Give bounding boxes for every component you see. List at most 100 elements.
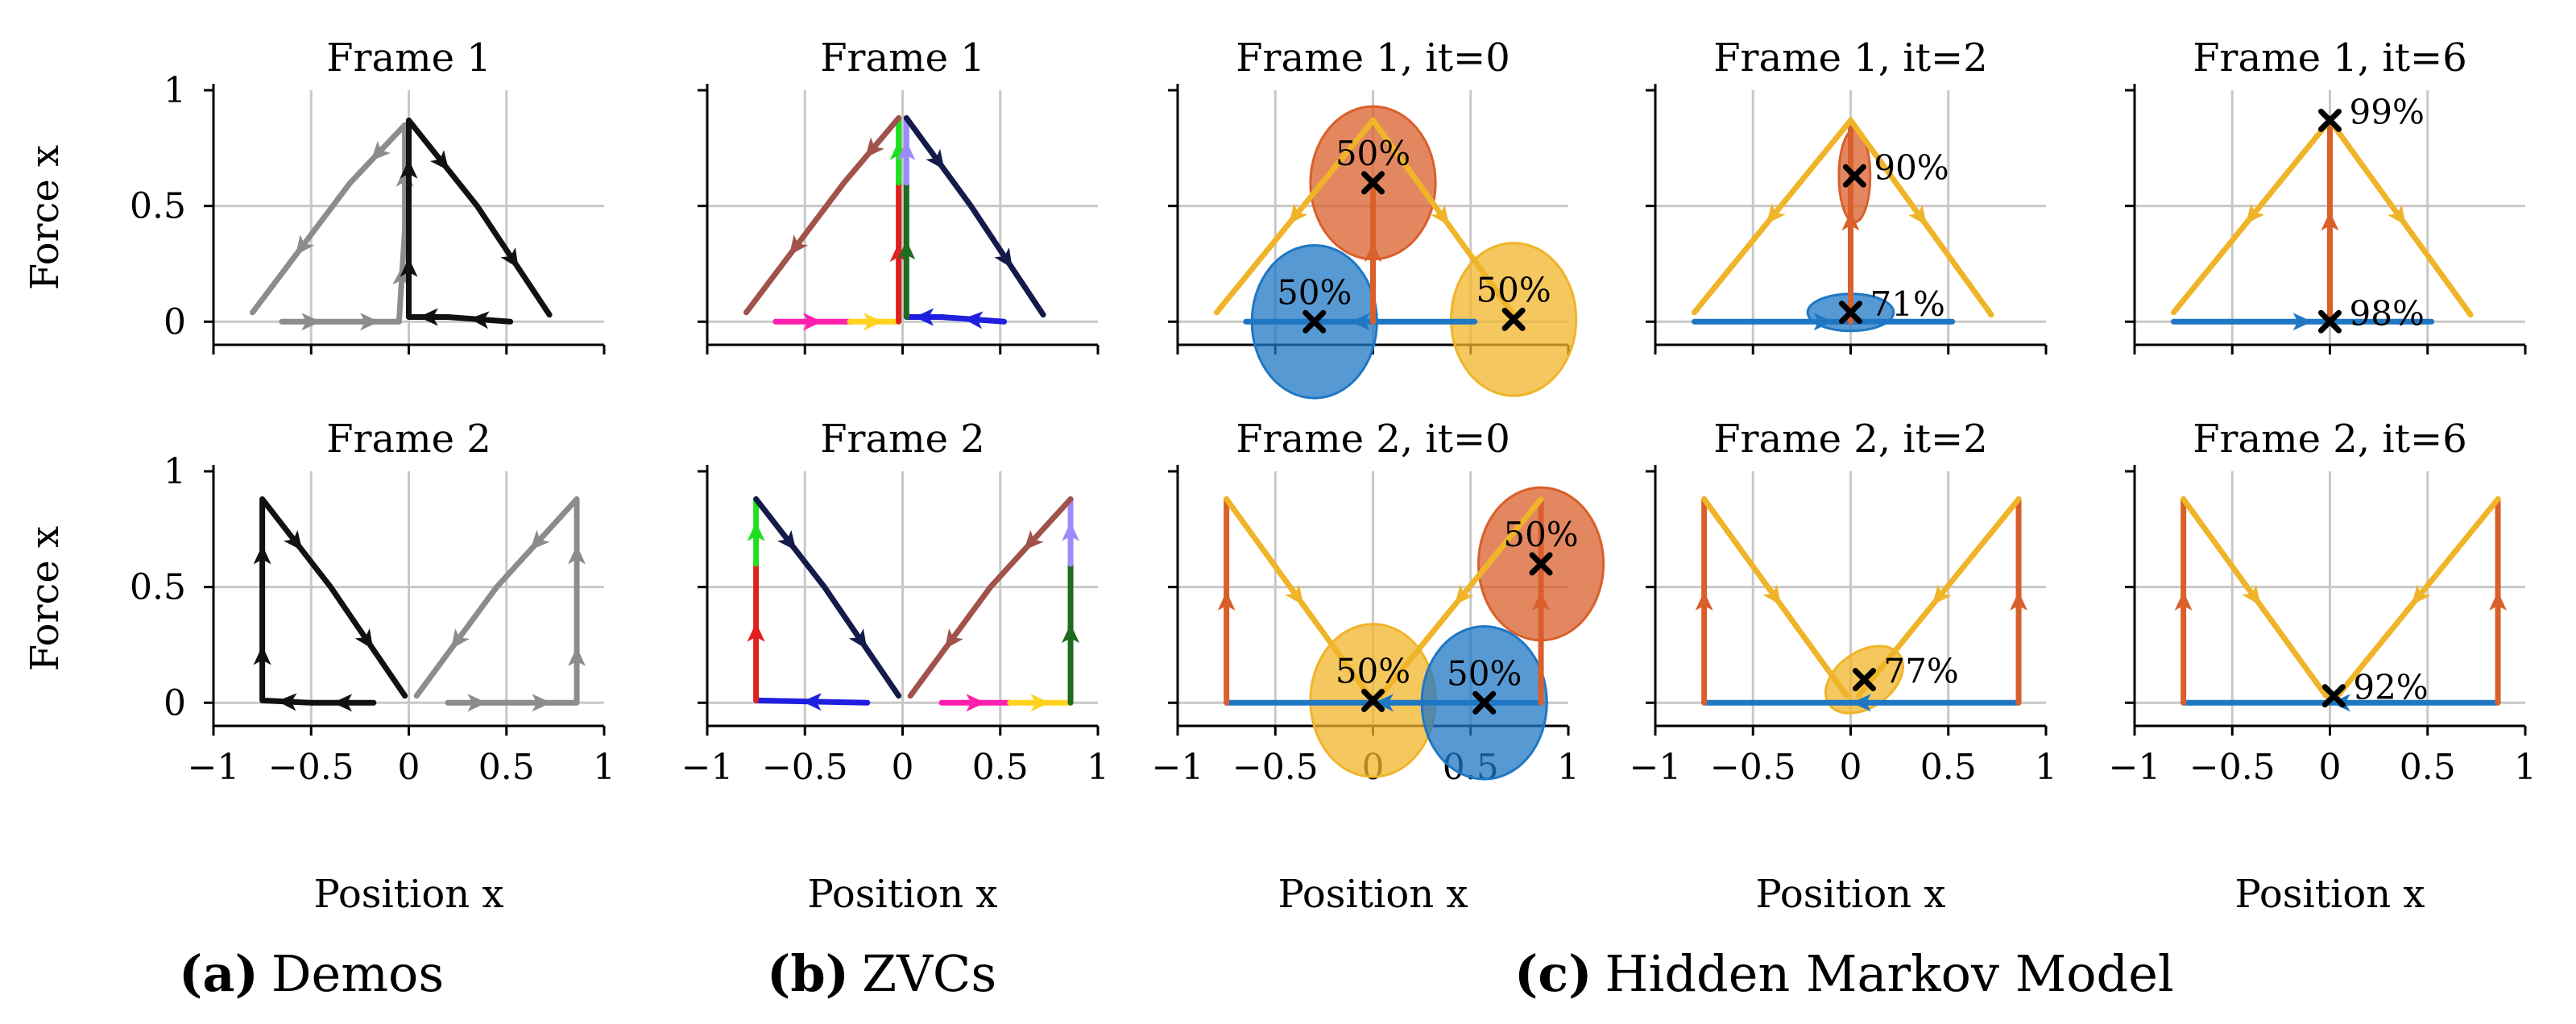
arrow-yellow-left — [1766, 203, 1786, 224]
mean-marker — [2318, 108, 2342, 132]
x-tick-label: −0.5 — [2189, 747, 2276, 788]
panel-c-1-5: Frame 1, it=2 71% 90% — [1646, 35, 2048, 354]
component-percent: 71% — [1870, 284, 1945, 324]
x-axis-label: Position x — [807, 872, 997, 917]
component-percent: 98% — [2350, 293, 2425, 333]
series-navy — [753, 495, 902, 699]
series-brown — [743, 114, 902, 316]
arrow-lime — [747, 521, 765, 541]
arrow-green — [1062, 624, 1080, 644]
mean-marker — [1472, 690, 1497, 715]
x-tick-label: 0 — [892, 747, 914, 788]
caption-b-label: (b) — [767, 944, 849, 1003]
arrow-blue — [2292, 313, 2313, 331]
arrow-yellow-left — [1288, 203, 1308, 224]
arrow-brown — [864, 137, 884, 158]
arrow-black-demo — [429, 150, 449, 171]
arrow-orange-left — [2174, 591, 2193, 611]
panel-c-2-9: −1 −0.5 0 0.5 1 Frame 2, it=6 Position x 92% — [2109, 417, 2537, 917]
arrow-gray-demo — [568, 646, 586, 666]
arrow-black-demo — [400, 159, 418, 179]
panel-c-2-8: −1 −0.5 0 0.5 1 Frame 2, it=2 Position x 77% — [1630, 417, 2057, 917]
x-tick-label: −0.5 — [762, 747, 848, 788]
arrow-yellow-right — [1455, 584, 1474, 605]
arrow-orange-left — [1695, 591, 1713, 611]
caption-a-text: Demos — [271, 944, 444, 1003]
x-tick-label: −1 — [188, 747, 240, 788]
panel-title: Frame 2, it=0 — [1236, 417, 1510, 462]
arrow-blue — [914, 308, 934, 326]
panel-title: Frame 1, it=0 — [1236, 35, 1510, 81]
panel-title: Frame 2 — [326, 417, 491, 462]
arrow-red — [889, 243, 908, 263]
y-tick-label: 0.5 — [130, 567, 186, 608]
arrow-blue — [1851, 694, 1871, 712]
panel-b-2-3: −1 −0.5 0 0.5 1 Frame 2 Position x — [681, 417, 1109, 917]
y-tick-label: 0 — [164, 682, 186, 723]
arrow-black-demo — [354, 628, 374, 650]
arrow-gold — [1030, 694, 1050, 712]
panel-title: Frame 2, it=6 — [2193, 417, 2467, 462]
panel-a-2-1: −1 −0.5 0 0.5 1 0 0.5 1 Frame 2 Position x Force x — [23, 417, 615, 917]
x-tick-label: 0.5 — [972, 747, 1029, 788]
arrow-gray-demo — [568, 545, 586, 565]
x-tick-label: −1 — [2109, 747, 2161, 788]
x-tick-label: −0.5 — [268, 747, 354, 788]
arrow-black-demo — [469, 311, 490, 330]
y-tick-label: 1 — [164, 70, 186, 111]
y-axis-label: Force x — [23, 145, 68, 290]
x-axis-label: Position x — [1278, 872, 1468, 917]
arrow-blue — [1813, 313, 1833, 331]
mean-marker — [2321, 684, 2346, 708]
arrow-yellow-right — [1907, 204, 1927, 226]
y-tick-label: 0.5 — [130, 186, 186, 227]
x-tick-label: 0.5 — [1920, 747, 1977, 788]
x-tick-label: 0 — [2319, 747, 2342, 788]
panel-b-1-2: Frame 1 — [698, 35, 1100, 354]
mean-marker — [1361, 171, 1385, 195]
arrow-black-demo — [333, 694, 353, 712]
arrow-blue — [963, 311, 984, 330]
x-tick-label: −1 — [1630, 747, 1682, 788]
component-percent: 50% — [1277, 272, 1352, 312]
y-tick-label: 1 — [164, 451, 186, 492]
caption-a-label: (a) — [179, 944, 259, 1003]
arrow-orange-right — [1532, 591, 1551, 611]
arrow-navy — [994, 247, 1013, 269]
arrow-yellow-left — [1285, 584, 1304, 606]
x-tick-label: 0.5 — [478, 747, 535, 788]
component-percent: 50% — [1447, 653, 1522, 693]
arrow-magenta — [966, 694, 986, 712]
series-black-demo — [406, 117, 553, 325]
x-tick-label: 0.5 — [2400, 747, 2456, 788]
mean-marker — [1529, 552, 1553, 576]
component-percent: 90% — [1874, 147, 1949, 187]
panel-title: Frame 2 — [820, 417, 985, 462]
arrow-blue — [1350, 313, 1370, 331]
panel-title: Frame 1, it=6 — [2193, 35, 2467, 81]
series-navy — [903, 114, 1046, 318]
arrow-red — [747, 622, 765, 642]
caption-c-label: (c) — [1514, 944, 1592, 1003]
arrow-brown — [944, 628, 963, 649]
panel-title: Frame 1 — [820, 35, 985, 81]
arrow-gold — [863, 313, 884, 331]
arrow-gray-demo — [467, 694, 487, 712]
x-tick-label: 1 — [593, 747, 615, 788]
arrow-black-demo — [284, 529, 303, 551]
mean-marker — [1302, 309, 1327, 334]
arrow-navy — [777, 529, 797, 551]
component-percent: 50% — [1476, 270, 1551, 309]
arrow-yellow-right — [2412, 584, 2431, 605]
x-tick-label: −0.5 — [1710, 747, 1796, 788]
arrow-navy — [848, 628, 868, 650]
y-tick-label: 0 — [164, 301, 186, 342]
arrow-black-demo — [253, 545, 271, 565]
mean-marker — [2318, 309, 2342, 334]
arrow-orange — [2321, 211, 2339, 231]
arrow-gray-demo — [450, 628, 470, 649]
x-tick-label: 0 — [1840, 747, 1862, 788]
arrow-blue — [801, 693, 822, 711]
mean-marker — [1842, 164, 1866, 188]
